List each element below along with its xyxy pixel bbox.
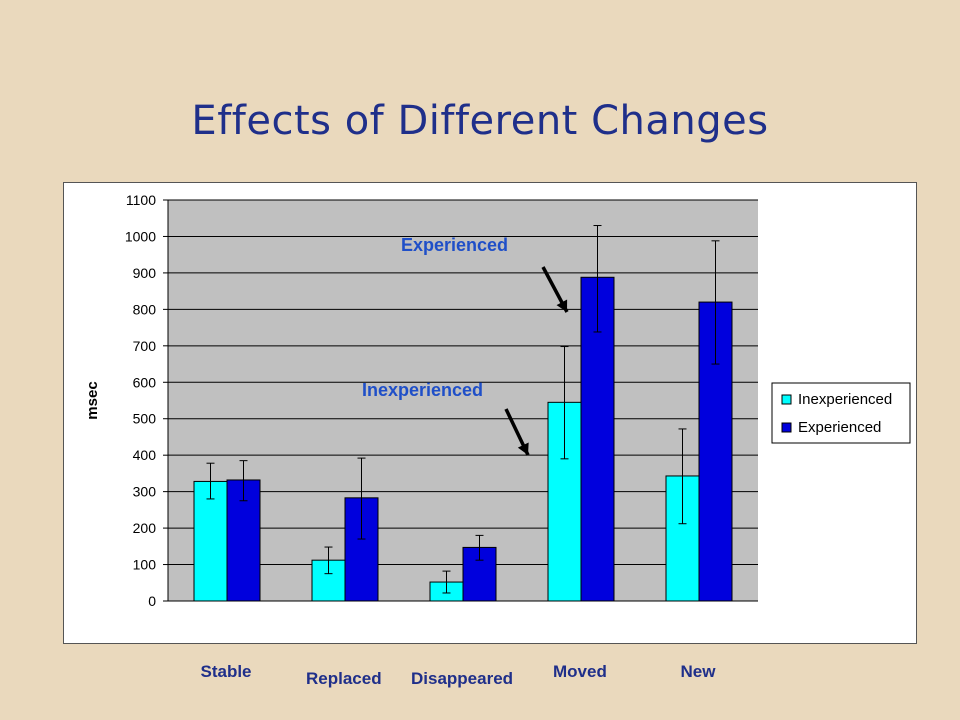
- arrow-experienced-head: [556, 299, 568, 312]
- category-label-disappeared: Disappeared: [411, 669, 514, 688]
- chart-area: 0 100 200 300 400 500 600 700 800 900 1000 1100 msec…: [63, 182, 917, 644]
- bar-chart: 0 100 200 300 400 500 600 700 800 900 1000 1100 msec…: [84, 192, 911, 609]
- legend-swatch-inexperienced: [781, 394, 792, 405]
- legend: [771, 382, 911, 444]
- y-tick-label: 400: [133, 447, 157, 463]
- y-tick-label: 1000: [125, 228, 156, 244]
- legend-label-inexperienced: Inexperienced: [798, 391, 892, 408]
- y-tick-label: 700: [133, 338, 157, 354]
- category-label-moved: Moved: [553, 662, 607, 681]
- annotation-experienced: Experienced: [401, 235, 508, 255]
- y-tick-label: 500: [133, 411, 157, 427]
- y-tick-label: 100: [133, 557, 157, 573]
- category-label-stable: Stable: [200, 662, 252, 681]
- category-label-new: New: [680, 662, 716, 681]
- category-label-replaced: Replaced: [306, 669, 382, 688]
- slide-title: Effects of Different Changes: [191, 98, 769, 144]
- annotation-inexperienced: Inexperienced: [362, 380, 483, 400]
- y-axis-title: msec: [84, 381, 101, 419]
- legend-swatch-experienced: [781, 422, 792, 433]
- y-tick-label: 800: [133, 301, 157, 317]
- bar-inexperienced-stable: [193, 480, 228, 602]
- y-tick-label: 200: [133, 520, 157, 536]
- y-tick-label: 300: [133, 484, 157, 500]
- arrow-inexperienced-head: [517, 442, 529, 455]
- y-tick-label: 1100: [126, 192, 156, 208]
- plot-background: [168, 200, 758, 601]
- y-tick-label: 900: [133, 265, 157, 281]
- legend-label-experienced: Experienced: [798, 419, 881, 436]
- y-tick-label: 600: [133, 374, 157, 390]
- y-tick-label: 0: [148, 593, 156, 609]
